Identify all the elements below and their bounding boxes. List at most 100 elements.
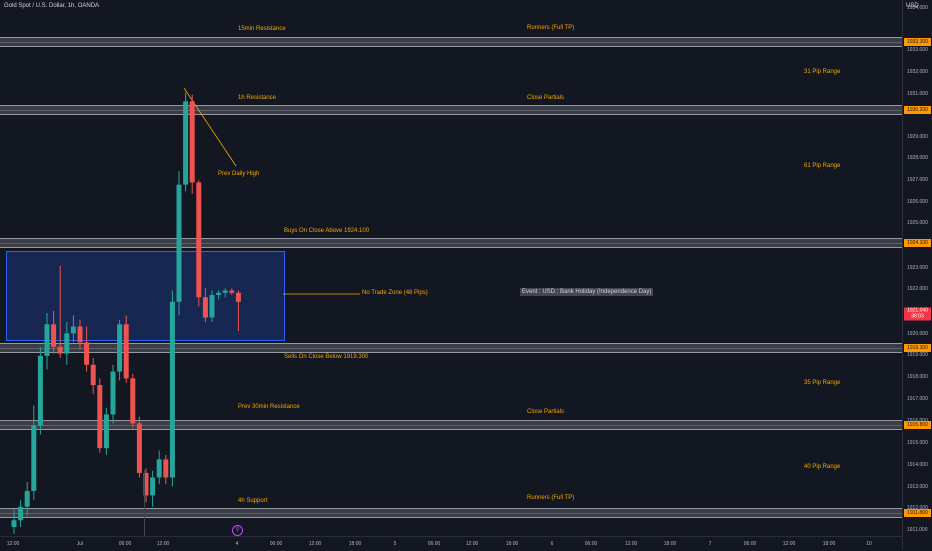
price-tick: 1932.000 — [907, 69, 928, 75]
time-axis[interactable]: 12:00 Jul 06:00 12:00 4 06:00 12:00 18:00 5 06:00… — [0, 536, 902, 551]
price-tick: 1929.000 — [907, 134, 928, 140]
label-61-pip-range: 61 Pip Range — [804, 163, 841, 169]
candle-down — [57, 346, 63, 354]
candle-up — [176, 184, 182, 302]
currency-label: USD — [906, 3, 919, 9]
time-tick: 06:00 — [427, 541, 441, 547]
label-15min-resistance: 15min Resistance — [238, 26, 286, 32]
price-tick: 1915.000 — [907, 440, 928, 446]
candle-up — [209, 295, 215, 318]
current-candle-timer: 38:03 — [911, 313, 924, 320]
no-trade-zone-label: No Trade Zone (48 Pips) — [362, 290, 428, 296]
chart-area[interactable]: Gold Spot / U.S. Dollar, 1h, OANDA 15min… — [0, 0, 902, 536]
candle-up — [222, 290, 228, 293]
candle-down — [130, 378, 136, 424]
time-tick: 06:00 — [584, 541, 598, 547]
time-tick: 10 — [866, 541, 872, 547]
time-tick: 12:00 — [308, 541, 322, 547]
candle-down — [229, 290, 235, 293]
candle-down — [136, 423, 142, 473]
level-band-buys-above[interactable] — [0, 238, 902, 248]
badge-1930-200: 1930.200 — [904, 106, 931, 114]
candle-down — [90, 364, 96, 386]
candle-down — [77, 326, 83, 343]
candle-up — [216, 292, 222, 296]
candle-up — [18, 506, 24, 521]
price-tick: 1931.000 — [907, 91, 928, 97]
time-tick: 18:00 — [822, 541, 836, 547]
price-tick: 1912.000 — [907, 505, 928, 511]
label-35-pip-range: 35 Pip Range — [804, 380, 841, 386]
price-tick: 1933.000 — [907, 47, 928, 53]
label-runners-bottom: Runners (Full TP) — [527, 495, 575, 501]
price-axis[interactable]: USD 1934.000 1933.000 1932.000 1931.000 1929… — [902, 0, 932, 550]
candle-up — [183, 101, 189, 185]
label-1h-resistance: 1h Resistance — [238, 95, 277, 101]
price-tick: 1920.000 — [907, 331, 928, 337]
label-prev-30min-resistance: Prev 30min Resistance — [238, 404, 300, 410]
price-tick: 1913.000 — [907, 484, 928, 490]
time-tick: 06:00 — [743, 541, 757, 547]
level-band-runners-top[interactable] — [0, 37, 902, 47]
candle-up — [169, 301, 175, 478]
candle-down — [97, 385, 103, 449]
prev-daily-high-label: Prev Daily High — [218, 171, 260, 177]
candle-up — [156, 459, 162, 478]
candle-up — [64, 333, 70, 354]
badge-1924-100: 1924.100 — [904, 239, 931, 247]
price-tick: 1922.000 — [907, 286, 928, 292]
candles-layer — [11, 87, 360, 534]
label-4h-support: 4h Support — [238, 498, 268, 504]
time-tick: 18:00 — [505, 541, 519, 547]
label-31-pip-range: 31 Pip Range — [804, 69, 841, 75]
time-tick: 06:00 — [118, 541, 132, 547]
price-tick: 1923.000 — [907, 265, 928, 271]
time-tick: 6 — [550, 541, 554, 547]
current-price-badge: 1921.040 38:03 — [904, 307, 931, 321]
candle-up — [70, 326, 76, 334]
candle-up — [103, 414, 109, 449]
price-tick: 1911.000 — [907, 527, 928, 533]
label-sells-below: Sells On Close Below 1919.300 — [284, 354, 369, 360]
label-40-pip-range: 40 Pip Range — [804, 464, 841, 470]
candle-up — [150, 477, 156, 496]
price-tick: 1918.000 — [907, 374, 928, 380]
price-tick: 1928.000 — [907, 155, 928, 161]
price-tick: 1917.000 — [907, 396, 928, 402]
candle-up — [44, 324, 50, 356]
level-band-prev-30min[interactable] — [0, 420, 902, 430]
price-tick: 1926.000 — [907, 199, 928, 205]
candle-up — [24, 490, 30, 507]
candle-down — [189, 101, 195, 183]
label-close-partials-top: Close Partials — [527, 95, 565, 101]
candle-up — [31, 425, 37, 491]
event-label[interactable]: Event : USD : Bank Holiday (Independence… — [520, 288, 654, 296]
label-runners-top: Runners (Full TP) — [527, 25, 575, 31]
price-tick: 1934.000 — [907, 5, 928, 11]
level-band-sells-below[interactable] — [0, 343, 902, 353]
time-tick: 12:00 — [156, 541, 170, 547]
level-band-1h-resistance[interactable] — [0, 105, 902, 115]
session-divider-line — [144, 470, 145, 536]
badge-1915-800: 1915.800 — [904, 421, 931, 429]
candle-down — [51, 324, 57, 347]
candle-down — [202, 297, 208, 318]
symbol-title: Gold Spot / U.S. Dollar, 1h, OANDA — [4, 3, 100, 9]
event-flag-icon[interactable]: ⚲ — [232, 525, 243, 536]
time-tick: 4 — [235, 541, 239, 547]
candle-up — [110, 371, 116, 415]
candle-down — [84, 342, 90, 365]
time-tick: 12:00 — [6, 541, 20, 547]
price-tick: 1927.000 — [907, 177, 928, 183]
price-tick: 1914.000 — [907, 462, 928, 468]
time-tick: 12:00 — [782, 541, 796, 547]
time-tick: 18:00 — [348, 541, 362, 547]
candle-down — [143, 472, 149, 496]
candle-up — [37, 355, 43, 426]
candle-up — [117, 324, 123, 372]
price-tick: 1919.000 — [907, 352, 928, 358]
level-band-4h-support[interactable] — [0, 508, 902, 518]
candle-down — [235, 292, 241, 302]
time-tick: 06:00 — [269, 541, 283, 547]
label-close-partials-bottom: Close Partials — [527, 409, 565, 415]
